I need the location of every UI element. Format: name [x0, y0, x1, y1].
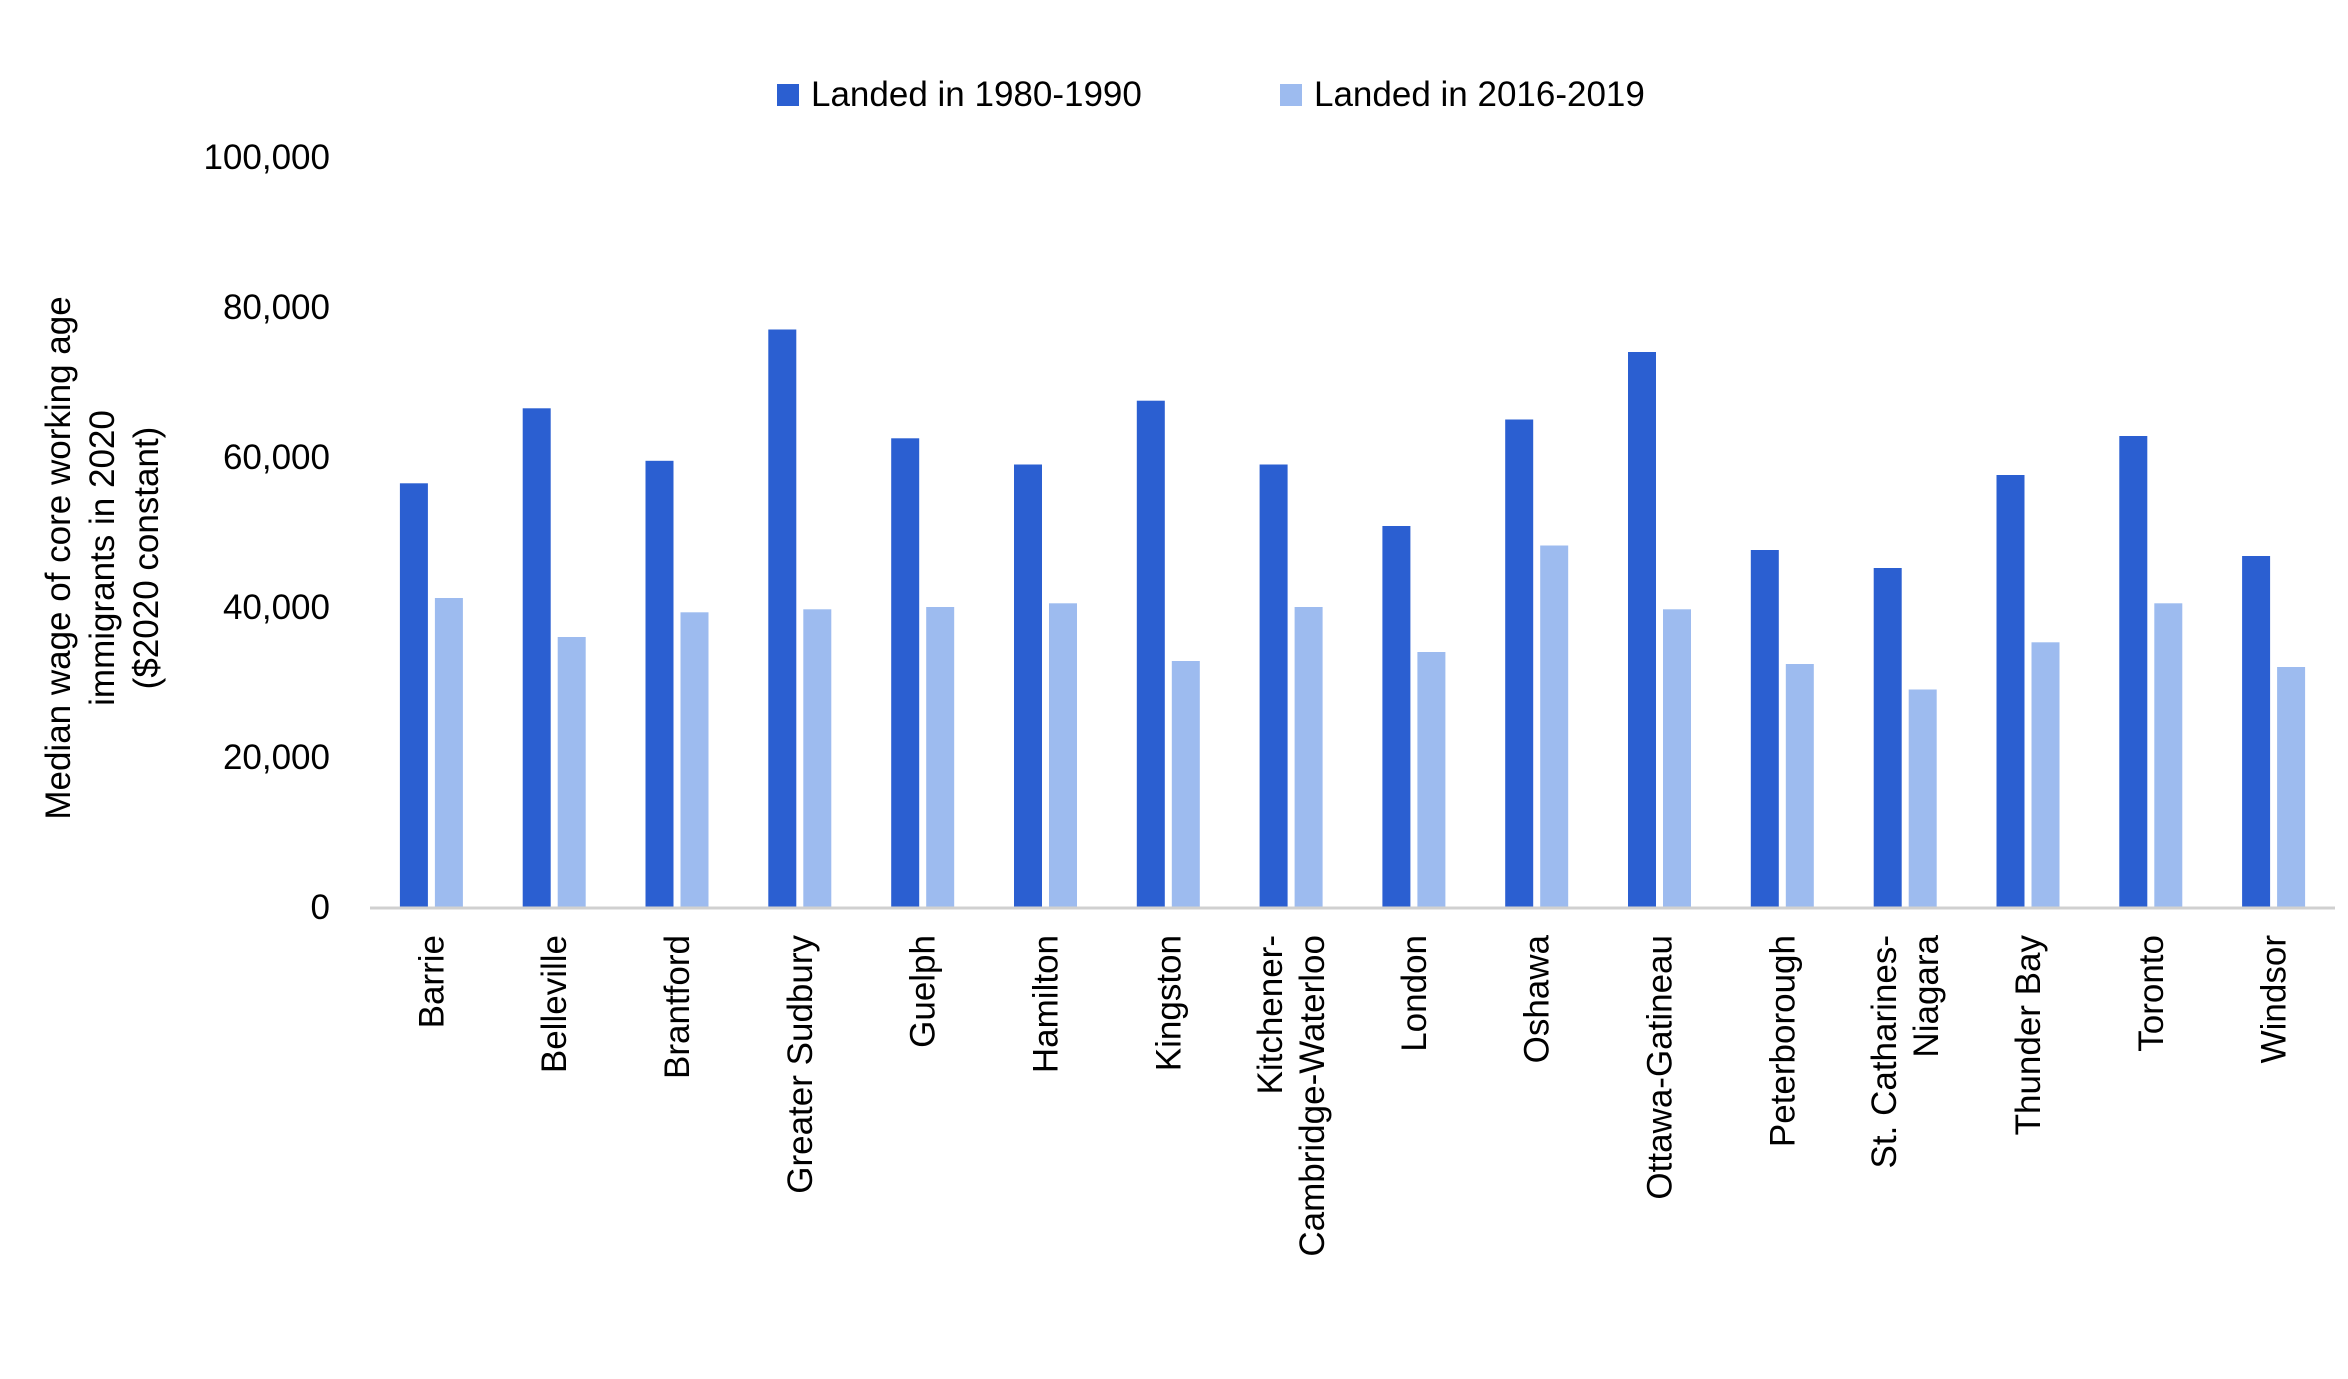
x-tick-label-line: London	[1395, 935, 1434, 1052]
bar-series1-0	[399, 483, 428, 907]
bar-series2-9	[1540, 545, 1569, 907]
x-tick-label: Hamilton	[1027, 935, 1066, 1073]
x-tick-label: Greater Sudbury	[781, 935, 820, 1194]
x-tick-label-line: Brantford	[658, 935, 697, 1079]
x-axis: Barrie Belleville Brantford Greater Sudbury…	[412, 934, 2293, 1256]
x-tick-label-line: Greater Sudbury	[781, 935, 820, 1194]
y-axis-label-line: immigrants in 2020	[83, 410, 122, 706]
legend-swatch-1	[777, 84, 799, 106]
bars	[399, 329, 2306, 908]
x-tick-label: St. Catharines- Niagara	[1865, 934, 1946, 1168]
y-tick-label: 0	[311, 888, 330, 927]
x-tick-label: Thunder Bay	[2009, 935, 2048, 1136]
y-axis: 0 20,000 40,000 60,000 80,000 100,000	[203, 138, 330, 927]
legend-swatch-2	[1280, 84, 1302, 106]
y-tick-label: 40,000	[223, 588, 330, 627]
bar-series1-9	[1505, 419, 1534, 907]
x-tick-label-line: Kitchener-	[1251, 935, 1290, 1095]
x-tick-label-line: Kingston	[1149, 935, 1188, 1071]
bar-series2-2	[680, 612, 709, 908]
bar-series2-0	[434, 598, 463, 907]
bar-series2-11	[1785, 664, 1814, 907]
bar-series2-10	[1663, 609, 1691, 908]
bar-series1-12	[1873, 568, 1902, 907]
y-axis-label-line: ($2020 constant)	[127, 427, 166, 690]
y-axis-label-line: Median wage of core working age	[39, 296, 78, 819]
x-tick-label: Belleville	[535, 935, 574, 1073]
bar-series1-13	[1996, 475, 2025, 907]
bar-series1-3	[768, 329, 797, 907]
x-tick-label: London	[1395, 935, 1434, 1052]
x-tick-label: Kingston	[1149, 935, 1188, 1071]
x-tick-label: Guelph	[904, 935, 943, 1048]
x-tick-label-line: Cambridge-Waterloo	[1293, 935, 1332, 1257]
x-tick-label-line: Ottawa-Gatineau	[1641, 935, 1680, 1200]
bar-series2-15	[2277, 667, 2306, 907]
y-tick-label: 80,000	[223, 288, 330, 327]
y-tick-label: 100,000	[203, 138, 330, 177]
bar-series2-13	[2031, 642, 2060, 908]
bar-series1-14	[2119, 436, 2148, 907]
bar-series2-14	[2154, 603, 2183, 908]
y-tick-label: 20,000	[223, 738, 330, 777]
x-tick-label: Peterborough	[1763, 935, 1802, 1147]
bar-series1-1	[522, 408, 551, 908]
x-tick-label-line: Oshawa	[1518, 934, 1557, 1063]
bar-series2-12	[1908, 689, 1937, 907]
x-tick-label: Barrie	[412, 935, 451, 1028]
x-tick-label-line: Peterborough	[1763, 935, 1802, 1147]
bar-series1-5	[1014, 464, 1042, 907]
y-axis-title: Median wage of core working age immigrant…	[39, 296, 166, 819]
x-tick-label-line: Belleville	[535, 935, 574, 1073]
bar-series2-6	[1171, 661, 1200, 907]
bar-series1-11	[1750, 550, 1779, 907]
x-tick-label-line: Hamilton	[1027, 935, 1066, 1073]
x-tick-label-line: Windsor	[2255, 935, 2294, 1064]
x-tick-label: Kitchener- Cambridge-Waterloo	[1251, 935, 1332, 1257]
x-tick-label-line: Thunder Bay	[2009, 935, 2048, 1136]
legend-label-2: Landed in 2016-2019	[1314, 75, 1645, 114]
x-tick-label-line: Barrie	[412, 935, 451, 1028]
bar-series2-1	[557, 637, 586, 907]
x-tick-label: Toronto	[2132, 935, 2171, 1052]
x-tick-label-line: St. Catharines-	[1865, 935, 1904, 1168]
legend: Landed in 1980-1990 Landed in 2016-2019	[777, 75, 1645, 114]
bar-series1-10	[1628, 352, 1656, 907]
x-tick-label-line: Toronto	[2132, 935, 2171, 1052]
bar-series1-6	[1136, 400, 1165, 907]
bar-series1-15	[2242, 556, 2271, 907]
bar-series1-7	[1259, 464, 1288, 907]
bar-series1-4	[891, 438, 920, 908]
y-tick-label: 60,000	[223, 438, 330, 477]
bar-series2-3	[803, 609, 832, 908]
bar-series2-7	[1294, 607, 1323, 907]
bar-series2-5	[1049, 603, 1077, 908]
bar-series2-4	[926, 607, 955, 907]
legend-label-1: Landed in 1980-1990	[811, 75, 1142, 114]
x-tick-label: Ottawa-Gatineau	[1641, 935, 1680, 1200]
x-tick-label-line: Niagara	[1907, 934, 1946, 1057]
x-tick-label: Brantford	[658, 935, 697, 1079]
x-tick-label: Windsor	[2255, 935, 2294, 1064]
x-tick-label: Oshawa	[1518, 934, 1557, 1063]
x-tick-label-line: Guelph	[904, 935, 943, 1048]
bar-series2-8	[1417, 652, 1446, 907]
y-axis-label: Median wage of core working age immigrant…	[39, 296, 166, 819]
bar-series1-2	[645, 460, 674, 908]
bar-series1-8	[1382, 526, 1411, 907]
